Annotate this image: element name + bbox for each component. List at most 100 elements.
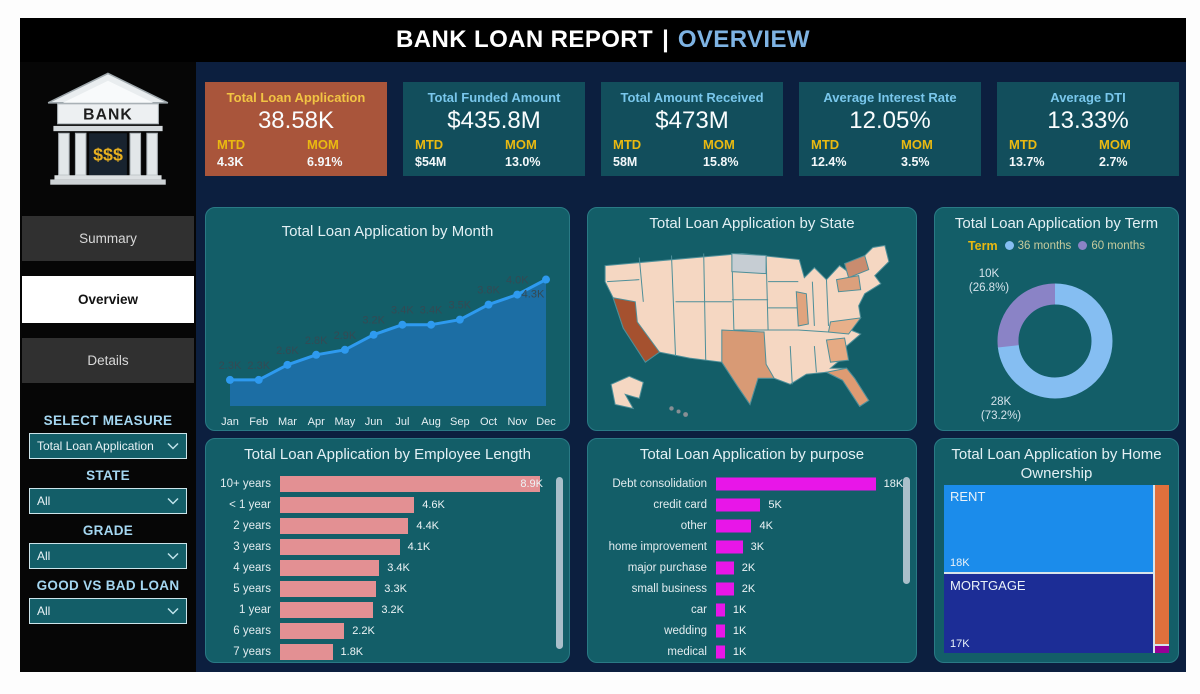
nav-button-overview[interactable]: Overview <box>22 276 194 323</box>
kpi-title: Total Amount Received <box>620 90 764 105</box>
legend-title: Term <box>967 238 998 253</box>
treemap-block-mortgage[interactable]: MORTGAGE 17K <box>944 574 1153 653</box>
bar-category-label: 4 years <box>233 562 271 575</box>
state-filter-label: STATE <box>86 468 130 483</box>
mtd-value: 13.7% <box>1009 155 1045 169</box>
bar-value-label: 4.6K <box>422 499 445 512</box>
bar-chart-employee-length[interactable]: 10+ years 8.9K < 1 year 4.6K 2 years 4.4K 3 ye… <box>206 465 569 662</box>
state-shape-north-carolina[interactable] <box>827 316 862 335</box>
bar[interactable] <box>280 518 409 535</box>
good-vs-bad-loan-dropdown[interactable]: All <box>29 598 187 624</box>
bar-track: 3.3K <box>280 579 547 600</box>
sidebar: BANK $$$ Summary Overview Details <box>20 62 196 672</box>
bar-track: 1.8K <box>280 642 547 662</box>
mom-value: 15.8% <box>703 155 739 169</box>
state-shape-california[interactable] <box>612 296 661 363</box>
bar-track: 3K <box>716 537 888 558</box>
bar[interactable] <box>716 477 876 491</box>
bar-category-label: home improvement <box>608 541 707 554</box>
legend-item[interactable]: 60 months <box>1078 240 1145 252</box>
state-shape-florida[interactable] <box>824 367 870 407</box>
bar[interactable] <box>280 581 377 598</box>
bar-value-label: 2.2K <box>352 625 375 638</box>
select-measure-dropdown[interactable]: Total Loan Application <box>29 433 187 459</box>
bar[interactable] <box>280 497 415 514</box>
kpi-card-average-dti[interactable]: Average DTI 13.33% MTD MOM 13.7% 2.7% <box>997 82 1179 176</box>
chart-title: Total Loan Application by State <box>649 215 855 232</box>
treemap-block-rent[interactable]: RENT 18K <box>944 485 1153 573</box>
bar-value-label: 2K <box>741 583 756 596</box>
bar-category-label: medical <box>667 646 707 659</box>
state-shape-illinois[interactable] <box>795 290 809 327</box>
kpi-card-total-loan-application[interactable]: Total Loan Application 38.58K MTD MOM 4.… <box>205 82 387 176</box>
bar-category-label: 5 years <box>233 583 271 596</box>
bar[interactable] <box>716 582 734 596</box>
state-shape-hawaii[interactable] <box>669 406 689 417</box>
bar[interactable] <box>716 519 752 533</box>
kpi-card-average-interest-rate[interactable]: Average Interest Rate 12.05% MTD MOM 12.… <box>799 82 981 176</box>
bar-category-label: 7 years <box>233 646 271 659</box>
bar[interactable] <box>716 624 725 638</box>
bar[interactable] <box>716 645 725 659</box>
scrollbar-thumb[interactable] <box>556 477 563 649</box>
state-border-lines <box>607 253 829 385</box>
bar[interactable] <box>716 498 761 512</box>
bar[interactable] <box>716 561 734 575</box>
chevron-down-icon <box>167 552 179 560</box>
chart-title: Total Loan Application by Employee Lengt… <box>244 446 531 463</box>
bar-category-label: 10+ years <box>220 478 271 491</box>
bar[interactable] <box>280 644 333 661</box>
bar-category-label: 1 year <box>239 604 271 617</box>
nav-button-summary[interactable]: Summary <box>22 216 194 261</box>
scrollbar-thumb[interactable] <box>903 477 910 584</box>
kpi-value: 12.05% <box>849 107 931 134</box>
report-canvas: Total Loan Application 38.58K MTD MOM 4.… <box>196 62 1186 672</box>
charts-grid: Total Loan Application by Month 2.3K 2.3K… <box>205 207 1179 663</box>
state-shape-north-dakota[interactable] <box>731 252 767 274</box>
nav-button-details[interactable]: Details <box>22 338 194 383</box>
kpi-value: 38.58K <box>257 107 335 134</box>
title-separator: | <box>662 26 669 53</box>
state-shape-texas[interactable] <box>721 329 776 406</box>
donut-chart-by-term[interactable]: 10K (26.8%) 28K (73.2%) <box>935 253 1178 425</box>
kpi-card-total-amount-received[interactable]: Total Amount Received $473M MTD MOM 58M … <box>601 82 783 176</box>
bar[interactable] <box>280 476 540 493</box>
bar[interactable] <box>280 623 345 640</box>
us-choropleth-map[interactable] <box>591 237 913 429</box>
mtd-label: MTD <box>1009 137 1038 152</box>
bar[interactable] <box>716 603 725 617</box>
state-shape-pennsylvania[interactable] <box>835 274 862 293</box>
mom-label: MOM <box>505 137 537 152</box>
state-shape-alaska[interactable] <box>610 375 644 409</box>
mtd-label: MTD <box>811 137 840 152</box>
state-shape-georgia[interactable] <box>825 337 850 363</box>
scrollbar[interactable] <box>903 477 910 649</box>
kpi-card-total-funded-amount[interactable]: Total Funded Amount $435.8M MTD MOM $54M… <box>403 82 585 176</box>
mom-value: 2.7% <box>1099 155 1128 169</box>
grade-dropdown[interactable]: All <box>29 543 187 569</box>
bar[interactable] <box>280 602 374 619</box>
kpi-title: Total Funded Amount <box>427 90 561 105</box>
treemap-block-orange[interactable] <box>1155 485 1169 644</box>
state-shape-new-york[interactable] <box>843 254 870 279</box>
legend-item[interactable]: 36 months <box>1004 240 1071 252</box>
svg-text:3.8K: 3.8K <box>477 284 500 296</box>
bar-row: < 1 year 4.6K <box>216 495 565 516</box>
bar[interactable] <box>280 560 380 577</box>
panel-loan-by-purpose: Total Loan Application by purpose Debt c… <box>587 438 917 663</box>
kpi-title: Total Loan Application <box>226 90 366 105</box>
state-dropdown[interactable]: All <box>29 488 187 514</box>
panel-loan-by-employee-length: Total Loan Application by Employee Lengt… <box>205 438 570 663</box>
legend-dot <box>1078 241 1088 251</box>
svg-text:Feb: Feb <box>249 416 268 428</box>
bar[interactable] <box>280 539 400 556</box>
mtd-value: 12.4% <box>811 155 847 169</box>
treemap-block-sliver[interactable] <box>1155 646 1169 653</box>
line-chart-by-month[interactable]: 2.3K 2.3K 2.6K 2.8K 2.9K 3.2K 3.4K 3.4K 3.5K 3.8K… <box>206 244 569 430</box>
scrollbar[interactable] <box>556 477 563 649</box>
kpi-value: $435.8M <box>447 107 541 134</box>
bar-chart-purpose[interactable]: Debt consolidation 18K credit card 5K other 4… <box>588 465 916 662</box>
bar[interactable] <box>716 540 743 554</box>
bar-category-label: < 1 year <box>229 499 271 512</box>
filter-panel: SELECT MEASURE Total Loan Application ST… <box>20 404 196 624</box>
